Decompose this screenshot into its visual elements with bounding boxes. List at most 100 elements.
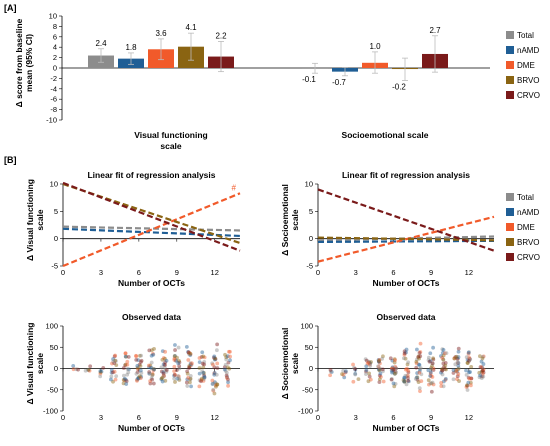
- legend-label-dme: DME: [517, 61, 535, 70]
- observed-point: [478, 365, 483, 369]
- observed-point: [152, 347, 156, 351]
- observed-point: [215, 382, 220, 387]
- observed-point: [414, 365, 419, 370]
- observed-point: [176, 374, 180, 378]
- panel-a-label: [A]: [4, 3, 17, 13]
- observed-point: [111, 370, 115, 375]
- observed-point: [366, 360, 371, 365]
- observed-point: [467, 356, 472, 361]
- observed-point: [151, 368, 156, 373]
- observed-point: [210, 382, 215, 386]
- observed-point: [455, 374, 460, 379]
- observed-point: [199, 378, 204, 382]
- legend-swatch-total: [506, 193, 514, 201]
- observed-point: [213, 383, 218, 388]
- observed-point: [391, 381, 396, 386]
- observed-point: [404, 374, 409, 378]
- observed-point: [403, 373, 408, 378]
- observed-point: [135, 364, 140, 368]
- observed-point: [456, 366, 461, 371]
- observed-point: [469, 376, 474, 381]
- fit-line-dme: [62, 192, 241, 268]
- observed-visual-chart: Observed data -100 -50 0 50 100 0 3 6 9 12 Number o…: [25, 312, 240, 433]
- observed-point: [201, 365, 206, 370]
- y-tick-label: -8: [50, 105, 57, 114]
- observed-point: [441, 379, 446, 384]
- observed-point: [426, 378, 431, 383]
- observed-point: [161, 371, 166, 376]
- observed-point: [443, 367, 447, 371]
- observed-point: [469, 364, 474, 369]
- observed-point: [149, 365, 153, 370]
- observed-point: [160, 375, 165, 380]
- observed-point: [160, 357, 165, 362]
- observed-point: [148, 381, 153, 386]
- observed-point: [161, 362, 166, 367]
- observed-point: [428, 351, 433, 356]
- observed-point: [172, 376, 177, 381]
- observed-point: [389, 377, 394, 381]
- observed-point: [173, 353, 177, 358]
- observed-point: [111, 359, 116, 364]
- observed-point: [163, 368, 168, 372]
- observed-point: [467, 355, 472, 360]
- observed-point: [367, 362, 372, 367]
- observed-point: [138, 360, 143, 364]
- observed-point: [402, 379, 407, 384]
- observed-point: [480, 374, 484, 379]
- observed-point: [480, 371, 485, 376]
- observed-point: [136, 358, 141, 363]
- observed-point: [137, 362, 142, 367]
- observed-point: [381, 354, 385, 359]
- observed-point: [202, 355, 207, 360]
- observed-point: [453, 362, 458, 367]
- x-tick-label: 6: [391, 268, 395, 277]
- observed-point: [210, 361, 215, 366]
- x-tick-label: 3: [354, 268, 358, 277]
- observed-point: [114, 374, 119, 379]
- observed-point: [126, 355, 131, 359]
- observed-point: [224, 370, 229, 375]
- linear-fit-socio-chart: Linear fit of regression analysis-505100…: [280, 170, 495, 288]
- observed-point: [415, 371, 420, 375]
- observed-point: [381, 369, 385, 374]
- observed-point: [202, 375, 207, 380]
- observed-point: [431, 345, 436, 350]
- y-tick-label: 0: [54, 364, 58, 373]
- observed-point: [391, 367, 396, 372]
- observed-point: [390, 365, 395, 370]
- observed-point: [414, 357, 419, 362]
- observed-point: [126, 370, 131, 375]
- observed-point: [109, 370, 114, 375]
- observed-point: [478, 354, 482, 359]
- observed-point: [414, 361, 419, 366]
- observed-point: [188, 353, 193, 358]
- observed-point: [226, 377, 230, 382]
- observed-point: [404, 382, 409, 387]
- observed-point: [480, 368, 485, 373]
- category-label-1: Socioemotional scale: [342, 130, 429, 140]
- observed-point: [376, 367, 381, 372]
- observed-point: [456, 361, 461, 365]
- observed-point: [88, 364, 93, 369]
- observed-point: [202, 375, 207, 379]
- x-axis-label: Number of OCTs: [373, 278, 440, 288]
- observed-point: [186, 358, 191, 362]
- fit-line-dme: [317, 215, 495, 263]
- observed-point: [138, 376, 143, 381]
- observed-point: [466, 375, 471, 380]
- fit-line-crvo: [62, 181, 241, 252]
- observed-point: [149, 360, 154, 365]
- observed-point: [185, 377, 190, 382]
- observed-point: [122, 378, 127, 383]
- observed-point: [429, 374, 433, 378]
- observed-point: [124, 354, 128, 359]
- observed-point: [188, 376, 193, 381]
- observed-point: [479, 365, 484, 370]
- observed-point: [378, 374, 383, 379]
- observed-point: [228, 354, 232, 359]
- observed-point: [415, 347, 419, 352]
- observed-point: [465, 388, 470, 392]
- observed-point: [200, 369, 205, 373]
- observed-point: [172, 372, 177, 377]
